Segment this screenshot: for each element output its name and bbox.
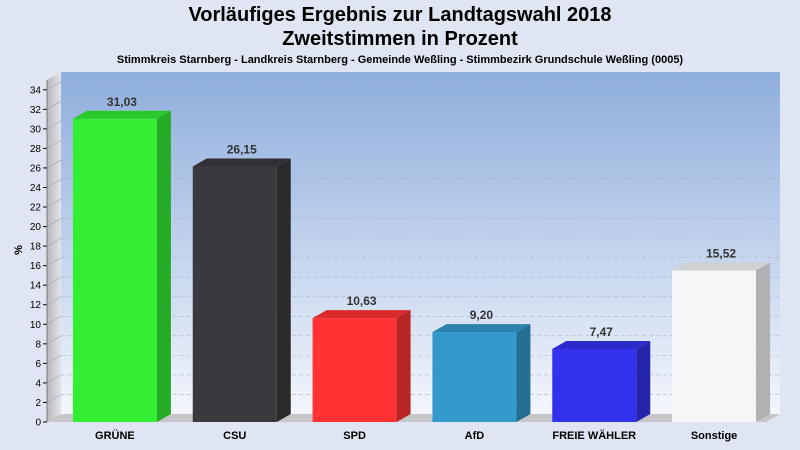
bar-top [72,110,171,119]
y-tick-label: 8 [35,339,41,350]
chart-caption: Stimmkreis Starnberg - Landkreis Starnbe… [116,54,684,66]
category-label: AfD [465,430,485,442]
bar-spd [312,310,411,422]
gridline-diagonal [46,374,62,384]
gridline-diagonal [46,394,62,403]
value-label: 7,47 [590,325,614,339]
gridline-diagonal [46,179,62,188]
bar-side [276,158,291,422]
y-tick-label: 28 [30,144,42,155]
gridline-diagonal [46,335,62,345]
bar-sonstige [672,262,771,422]
value-label: 15,52 [706,246,736,260]
bar-side [156,110,171,422]
gridline-diagonal [46,159,62,169]
value-label: 10,63 [347,294,377,308]
gridline-diagonal [46,120,62,130]
category-label: CSU [223,430,246,442]
y-tick-label: 4 [35,378,41,389]
gridline-diagonal [46,140,62,149]
bar-side [516,324,531,422]
bar-afd [432,324,531,422]
chart-subtitle: Zweitstimmen in Prozent [282,28,518,50]
bar-side [396,310,411,422]
y-tick-label: 30 [30,124,42,135]
bar-front [312,318,397,422]
value-label: 26,15 [227,142,257,156]
category-label: GRÜNE [95,429,135,442]
gridline-diagonal [46,198,62,208]
bar-front [192,166,277,422]
bar-top [192,158,291,167]
y-tick-label: 32 [30,105,42,116]
bar-front [552,349,637,422]
value-label: 9,20 [470,308,494,322]
gridline-diagonal [46,218,62,227]
y-tick-label: 2 [35,398,41,409]
gridline-diagonal [46,237,62,247]
gridline-diagonal [46,81,62,91]
bar-csu [192,158,291,422]
y-tick-label: 0 [35,418,41,429]
y-tick-label: 16 [30,261,42,272]
bar-side [756,262,771,422]
bar-top [432,324,531,333]
gridline-diagonal [46,355,62,364]
value-label: 31,03 [107,95,137,109]
bar-front [72,118,157,422]
y-tick-label: 18 [30,242,42,253]
y-tick-label: 20 [30,222,42,233]
gridline-diagonal [46,257,62,266]
gridline-diagonal [46,101,62,110]
plot-background [61,72,780,414]
y-tick-label: 22 [30,203,42,214]
category-label: FREIE WÄHLER [552,429,636,442]
bar-front [432,332,517,422]
y-tick-label: 10 [30,320,42,331]
bar-top [552,341,651,350]
y-tick-label: 14 [30,281,42,292]
bar-grüne [72,110,171,422]
category-label: Sonstige [691,430,737,442]
bar-top [672,262,771,271]
category-label: SPD [343,430,366,442]
gridline-diagonal [46,276,62,286]
bar-top [312,310,411,319]
y-tick-label: 34 [30,85,42,96]
bar-freie-wähler [552,341,651,422]
gridline-diagonal [46,296,62,306]
y-tick-label: 24 [30,183,42,194]
bar-side [636,341,651,422]
y-tick-label: 12 [30,300,42,311]
y-tick-label: 26 [30,163,42,174]
gridline-diagonal [46,316,62,325]
chart-title: Vorläufiges Ergebnis zur Landtagswahl 20… [188,4,612,26]
bar-front [672,270,757,422]
y-tick-label: 6 [35,359,41,370]
y-axis-label: % [13,245,25,255]
plot-side-wall [47,72,61,422]
